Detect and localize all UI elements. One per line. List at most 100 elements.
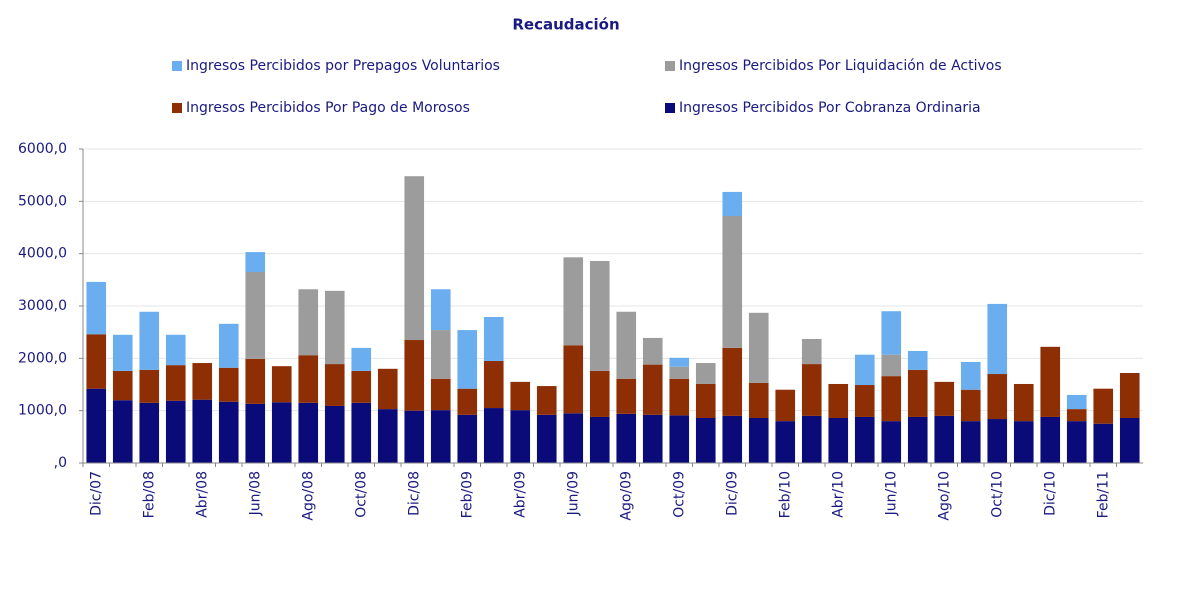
bar-segment — [748, 382, 769, 418]
bar-segment — [112, 370, 133, 401]
legend-label: Ingresos Percibidos por Prepagos Volunta… — [186, 58, 500, 74]
bar-segment — [907, 351, 928, 370]
x-tick-label: Jun/08 — [247, 471, 263, 516]
x-tick-label: Jun/10 — [883, 471, 899, 516]
bar-segment — [351, 402, 372, 463]
bar-segment — [404, 176, 425, 341]
bar-segment — [722, 347, 743, 416]
x-tick-label: Abr/10 — [830, 471, 846, 518]
bar-segment — [589, 370, 610, 417]
bar-segment — [112, 334, 133, 371]
legend-swatch — [172, 61, 182, 71]
bar-segment — [589, 260, 610, 371]
bar-segment — [271, 366, 292, 403]
legend-swatch — [665, 103, 675, 113]
legend-label: Ingresos Percibidos Por Liquidación de A… — [679, 58, 1002, 74]
y-tick-label: 1000,0 — [18, 403, 67, 419]
bar-segment — [695, 383, 716, 418]
bar-segment — [748, 417, 769, 463]
bar-segment — [960, 361, 981, 390]
x-tick-label: Ago/10 — [936, 471, 952, 521]
bar-segment — [881, 311, 902, 355]
bar-segment — [695, 363, 716, 384]
bar-segment — [430, 289, 451, 331]
bar-segment — [377, 368, 398, 410]
legend-swatch — [665, 61, 675, 71]
y-tick-label: 3000,0 — [18, 298, 67, 314]
legend-swatch — [172, 103, 182, 113]
bar-segment — [589, 416, 610, 463]
bar-segment — [1119, 372, 1140, 418]
bar-segment — [404, 340, 425, 411]
bar-segment — [1040, 416, 1061, 463]
bar-segment — [642, 337, 663, 365]
bar-segment — [510, 410, 531, 463]
bar-segment — [960, 389, 981, 422]
bar-segment — [351, 347, 372, 371]
bar-segment — [165, 365, 186, 401]
bar-segment — [563, 413, 584, 463]
y-tick-label: 4000,0 — [18, 246, 67, 262]
bar-segment — [881, 354, 902, 377]
bar-segment — [722, 191, 743, 216]
bar-segment — [563, 257, 584, 346]
bar-segment — [801, 415, 822, 463]
y-tick-label: 2000,0 — [18, 350, 67, 366]
bar-segment — [907, 416, 928, 463]
bar-segment — [642, 414, 663, 463]
bar-segment — [457, 388, 478, 415]
bar-segment — [616, 378, 637, 414]
bar-segment — [271, 402, 292, 463]
y-tick-label: ,0 — [54, 455, 67, 471]
bar-segment — [139, 402, 160, 463]
bar-segment — [775, 389, 796, 422]
x-tick-label: Feb/11 — [1095, 471, 1111, 518]
bar-segment — [934, 415, 955, 463]
bar-segment — [218, 401, 239, 463]
bar-segment — [563, 345, 584, 414]
x-tick-label: Dic/09 — [724, 471, 740, 516]
x-tick-label: Abr/08 — [194, 471, 210, 518]
bar-segment — [536, 414, 557, 463]
bar-segment — [192, 363, 213, 400]
bar-segment — [165, 334, 186, 366]
bar-segment — [987, 419, 1008, 463]
x-tick-label: Oct/09 — [671, 471, 687, 518]
bar-segment — [960, 421, 981, 463]
bar-segment — [245, 252, 266, 272]
x-tick-label: Feb/09 — [459, 471, 475, 518]
bar-segment — [616, 311, 637, 379]
bar-segment — [218, 367, 239, 402]
bar-segment — [907, 369, 928, 417]
bar-segment — [748, 312, 769, 383]
bar-segment — [987, 374, 1008, 420]
bar-segment — [1040, 346, 1061, 417]
bar-segment — [1066, 409, 1087, 422]
bar-segment — [377, 409, 398, 463]
bar-segment — [1093, 423, 1114, 463]
bar-segment — [987, 303, 1008, 375]
bar-segment — [86, 334, 107, 389]
bar-segment — [245, 271, 266, 359]
x-tick-label: Oct/10 — [989, 471, 1005, 518]
bar-segment — [86, 388, 107, 463]
bar-segment — [298, 289, 319, 356]
bar-segment — [510, 381, 531, 411]
bar-segment — [801, 338, 822, 365]
chart-title: Recaudación — [512, 16, 619, 34]
bar-segment — [430, 330, 451, 379]
x-tick-label: Dic/07 — [88, 471, 104, 516]
x-tick-label: Dic/10 — [1042, 471, 1058, 516]
x-tick-label: Oct/08 — [353, 471, 369, 518]
bar-segment — [165, 400, 186, 463]
bar-segment — [1119, 417, 1140, 463]
bar-segment — [669, 366, 690, 379]
bar-segment — [430, 378, 451, 411]
x-tick-label: Abr/09 — [512, 471, 528, 518]
bar-segment — [695, 417, 716, 463]
bar-segment — [324, 290, 345, 365]
bar-segment — [881, 421, 902, 463]
bar-segment — [192, 399, 213, 463]
x-tick-label: Dic/08 — [406, 471, 422, 516]
